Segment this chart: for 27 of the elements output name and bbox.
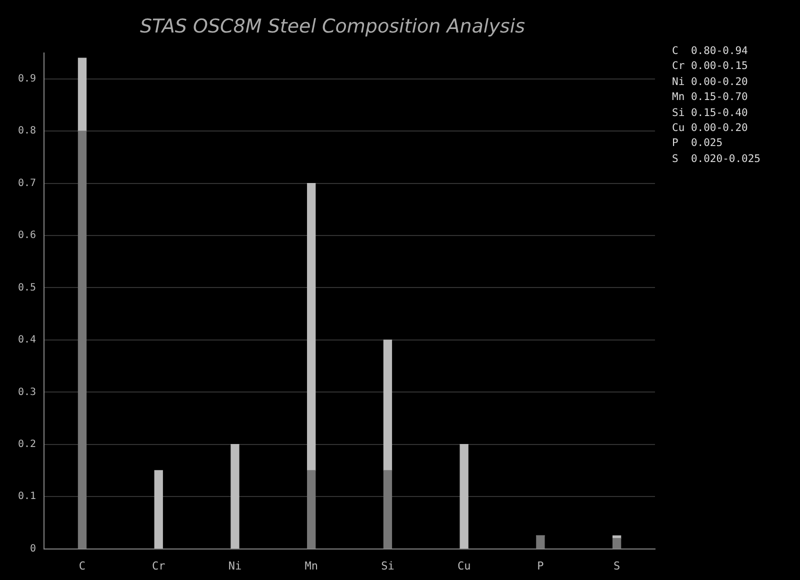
x-tick-label: C bbox=[78, 559, 86, 572]
chart-title: STAS OSC8M Steel Composition Analysis bbox=[140, 15, 526, 38]
y-tick-label: 0.2 bbox=[18, 438, 36, 450]
text: Cr 0.00-0.15 bbox=[672, 59, 749, 74]
y-tick-label: 0.4 bbox=[18, 334, 36, 346]
y-tick-label: 0.9 bbox=[18, 74, 36, 84]
x-tick-label: S bbox=[614, 559, 620, 572]
y-tick-label: 0.8 bbox=[18, 126, 36, 137]
y-tick-label: 0.7 bbox=[18, 178, 36, 189]
text: Si 0.15-0.40 bbox=[672, 106, 749, 121]
text: P 0.025 bbox=[672, 136, 724, 152]
text: Cu 0.00-0.20 bbox=[672, 121, 749, 136]
y-tick-label: 0.1 bbox=[18, 491, 36, 502]
text: S 0.020-0.025 bbox=[672, 152, 761, 167]
y-tick-label: 0.3 bbox=[18, 386, 36, 398]
x-tick-label: Si bbox=[381, 559, 394, 572]
text: Ni 0.00-0.20 bbox=[672, 74, 749, 90]
x-tick-label: P bbox=[537, 559, 544, 572]
x-tick-label: Mn bbox=[304, 559, 318, 572]
y-tick-label: 0.5 bbox=[18, 282, 36, 294]
x-tick-label: Cr bbox=[152, 559, 166, 572]
x-tick-label: Cu bbox=[457, 559, 471, 572]
text: Mn 0.15-0.70 bbox=[672, 90, 749, 106]
text: C 0.80-0.94 bbox=[672, 44, 749, 59]
y-tick-label: 0.6 bbox=[18, 230, 36, 242]
x-tick-label: Ni bbox=[228, 559, 242, 572]
y-tick-label: 0 bbox=[30, 543, 36, 554]
